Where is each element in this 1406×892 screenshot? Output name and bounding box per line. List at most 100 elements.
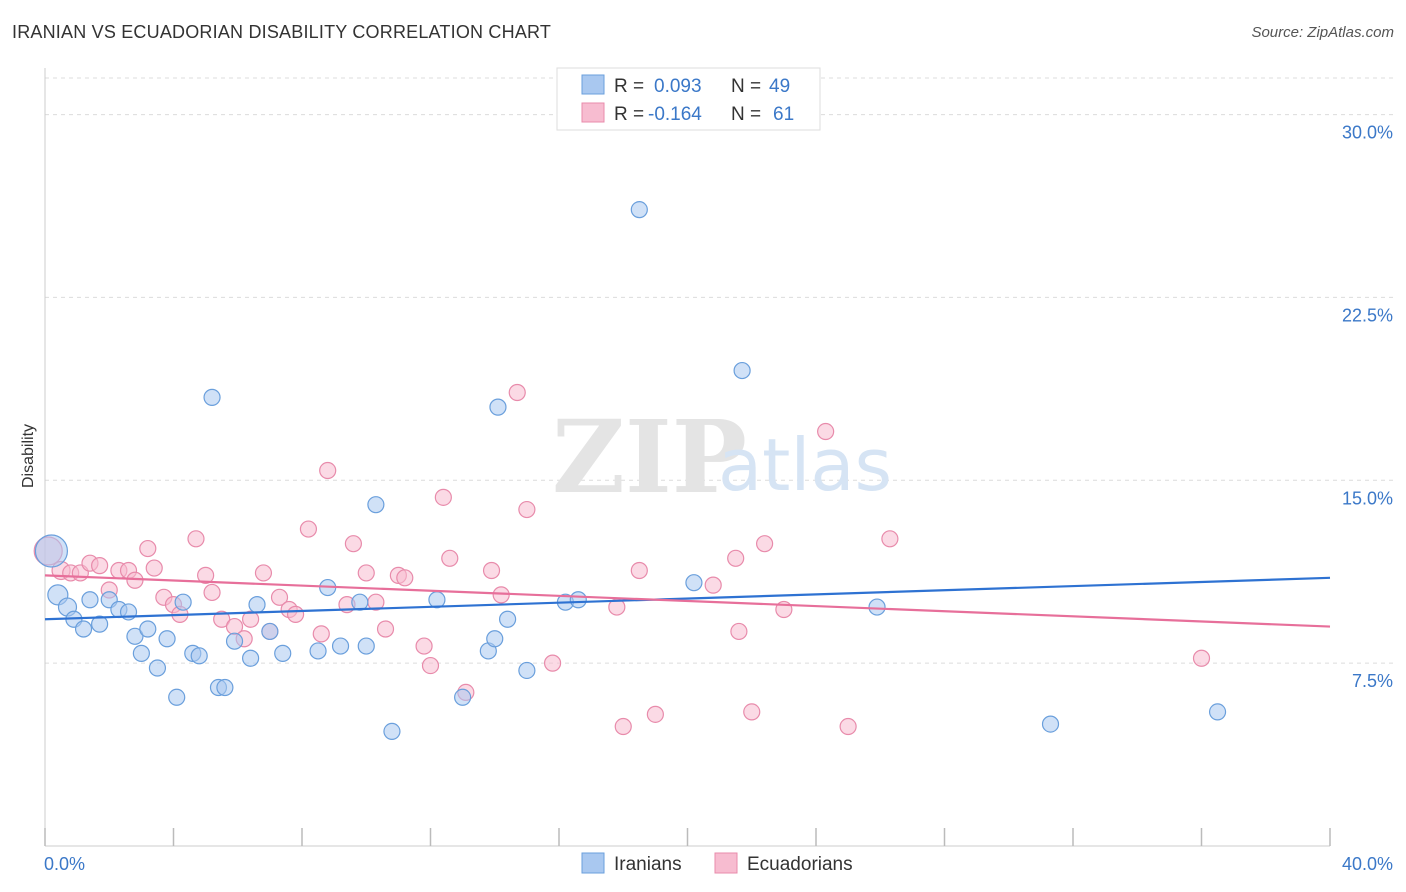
watermark-atlas: atlas	[718, 423, 892, 507]
iranians-point	[685, 574, 703, 592]
ecuadorians-point	[145, 559, 163, 577]
iranians-point	[569, 591, 587, 609]
stats-r-label-iranians: R =	[614, 76, 644, 97]
chart-title: IRANIAN VS ECUADORIAN DISABILITY CORRELA…	[12, 22, 552, 42]
legend-swatch-iranians	[581, 852, 605, 874]
trendlines	[44, 574, 1331, 628]
x-tick-label-max: 40.0%	[1342, 854, 1393, 874]
iranians-point	[630, 201, 648, 219]
ecuadorians-point	[1192, 649, 1211, 667]
ecuadorians-point	[881, 530, 899, 548]
ecuadorians-point	[704, 576, 722, 594]
iranians-point	[331, 637, 350, 655]
iranians-point	[81, 591, 99, 609]
iranians-point	[367, 496, 385, 514]
stats-legend-swatch-ecuadorians	[581, 102, 605, 123]
stats-legend: R = 0.093 N = 49 R = -0.164 N = 61	[556, 67, 821, 131]
iranians-point	[91, 615, 109, 633]
ecuadorians-point	[755, 535, 774, 553]
ecuadorians-point	[434, 488, 452, 506]
watermark-zip: ZIP	[552, 398, 747, 516]
stats-legend-swatch-iranians	[581, 74, 605, 95]
stats-r-value-iranians: 0.093	[654, 76, 702, 97]
ecuadorians-point	[421, 656, 440, 675]
ecuadorians-point	[139, 539, 157, 558]
ecuadorians-point	[312, 625, 330, 643]
ecuadorians-point	[286, 605, 305, 623]
stats-n-value-iranians: 49	[769, 76, 790, 97]
ecuadorians-point	[270, 588, 289, 606]
ecuadorians-point	[817, 422, 835, 441]
source-label: Source: ZipAtlas.com	[1251, 24, 1394, 41]
iranians-point	[132, 644, 150, 662]
iranians-point	[139, 620, 157, 638]
iranians-point	[203, 388, 221, 406]
gridlines	[45, 77, 1393, 664]
ecuadorians-point	[630, 561, 648, 580]
iranians-point	[274, 644, 292, 662]
ecuadorians-point	[614, 717, 632, 736]
stats-n-label-iranians: N =	[731, 76, 761, 97]
iranians-point	[454, 688, 472, 706]
ecuadorians-point	[396, 569, 414, 587]
y-tick-label: 22.5%	[1342, 305, 1393, 325]
iranians-point	[733, 361, 751, 380]
ecuadorians-point	[319, 461, 337, 480]
iranians-point	[168, 688, 186, 706]
x-ticks	[44, 828, 1331, 846]
ecuadorians-point	[727, 549, 745, 567]
legend-label-iranians: Iranians	[614, 854, 682, 875]
legend-label-ecuadorians: Ecuadorians	[747, 854, 853, 875]
iranians-trendline	[44, 576, 1331, 621]
iranians-point	[242, 649, 260, 667]
iranians-point	[357, 637, 375, 655]
y-tick-label: 30.0%	[1342, 123, 1393, 143]
iranians-point	[486, 630, 504, 648]
ecuadorians-point	[213, 610, 231, 628]
iranians-point	[868, 598, 886, 616]
x-tick-label-min: 0.0%	[44, 854, 85, 874]
iranians-point	[309, 642, 327, 660]
iranians-point	[190, 647, 208, 665]
ecuadorians-point	[743, 703, 761, 721]
iranians-point	[225, 632, 244, 650]
y-axis-label: Disability	[20, 424, 37, 488]
iranians-point	[216, 678, 234, 697]
ecuadorians-point	[376, 620, 395, 638]
iranians-point	[383, 722, 401, 741]
iranians-point	[248, 596, 266, 614]
iranians-point	[489, 398, 507, 416]
watermark: ZIP atlas	[552, 398, 892, 516]
iranians-point	[74, 620, 93, 638]
ecuadorians-point	[242, 610, 260, 628]
iranians-point	[1041, 715, 1060, 733]
iranians-points	[34, 201, 1227, 741]
y-tick-labels: 7.5% 15.0% 22.5% 30.0%	[1342, 123, 1393, 692]
iranians-point	[148, 659, 167, 677]
ecuadorians-point	[357, 564, 375, 582]
ecuadorians-trendline	[44, 574, 1331, 628]
ecuadorians-point	[839, 717, 857, 736]
y-tick-label: 15.0%	[1342, 488, 1393, 508]
ecuadorians-point	[646, 705, 664, 723]
stats-n-label-ecuadorians: N =	[731, 104, 761, 125]
ecuadorians-point	[543, 654, 562, 672]
ecuadorians-point	[187, 530, 205, 548]
stats-n-value-ecuadorians: 61	[773, 104, 794, 125]
iranians-point	[1208, 703, 1227, 721]
iranians-point	[518, 661, 536, 680]
ecuadorians-point	[518, 500, 536, 519]
iranians-point	[261, 622, 279, 641]
ecuadorians-point	[415, 637, 433, 655]
ecuadorians-point	[482, 561, 501, 580]
ecuadorians-point	[91, 557, 109, 575]
ecuadorians-point	[299, 520, 318, 538]
iranians-point	[158, 630, 176, 648]
ecuadorians-point	[492, 586, 510, 604]
iranians-point	[174, 593, 192, 611]
y-tick-label: 7.5%	[1352, 671, 1393, 691]
legend-swatch-ecuadorians	[714, 852, 738, 874]
ecuadorians-point	[197, 566, 215, 584]
iranians-point	[34, 534, 69, 568]
